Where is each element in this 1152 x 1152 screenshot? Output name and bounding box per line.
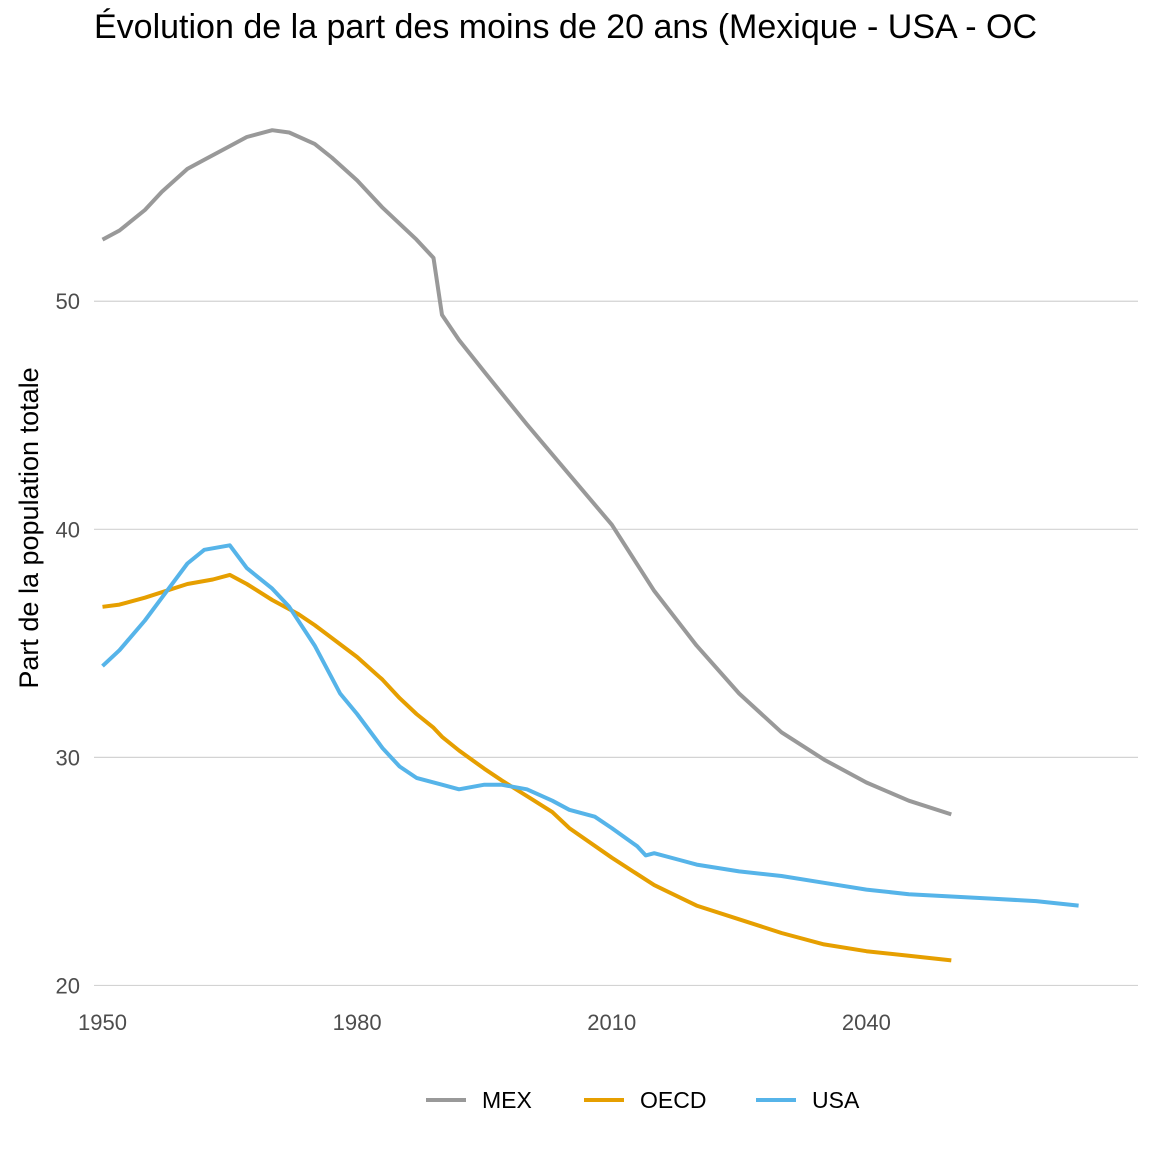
y-axis-title: Part de la population totale <box>14 367 44 688</box>
legend-label: OECD <box>640 1087 706 1113</box>
x-tick-label: 1950 <box>78 1010 127 1035</box>
chart-title: Évolution de la part des moins de 20 ans… <box>94 8 1038 46</box>
y-tick-label: 50 <box>56 289 80 314</box>
legend-item-mex: MEX <box>426 1087 532 1113</box>
x-tick-label: 2010 <box>587 1010 636 1035</box>
series-line-oecd <box>102 572 952 963</box>
legend-item-oecd: OECD <box>584 1087 706 1113</box>
legend-label: MEX <box>482 1087 532 1113</box>
x-axis-ticks: 1950 1980 2010 2040 <box>78 1010 891 1035</box>
series-line-mex <box>101 128 952 817</box>
gridlines <box>94 300 1138 987</box>
legend-item-usa: USA <box>756 1087 860 1113</box>
x-tick-label: 2040 <box>842 1010 891 1035</box>
y-axis-ticks: 20 30 40 50 <box>56 289 80 998</box>
legend: MEX OECD USA <box>426 1087 860 1113</box>
y-tick-label: 30 <box>56 745 80 770</box>
x-tick-label: 1980 <box>333 1010 382 1035</box>
series-line-usa <box>101 543 1079 908</box>
legend-label: USA <box>812 1087 860 1113</box>
y-tick-label: 40 <box>56 517 80 542</box>
series-lines <box>101 128 1079 963</box>
y-tick-label: 20 <box>56 973 80 998</box>
